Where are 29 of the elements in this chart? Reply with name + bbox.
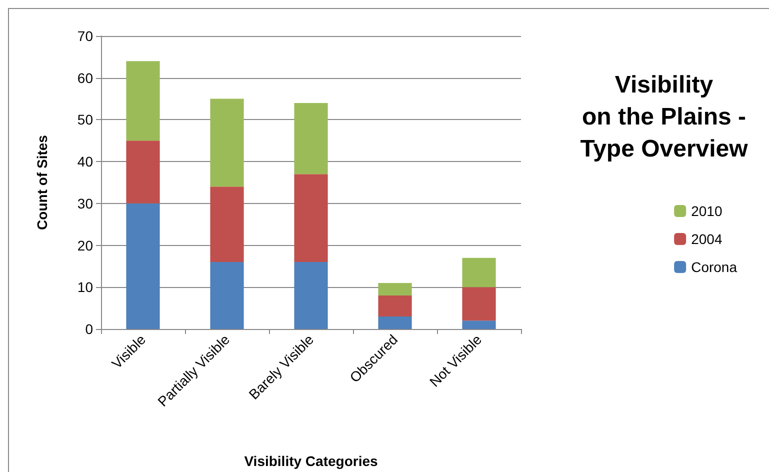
y-axis-title: Count of Sites (34, 134, 50, 230)
y-tick-label: 30 (77, 195, 94, 212)
text: Visibility on the Plains - Type Overview (580, 72, 748, 162)
bar (378, 296, 412, 316)
y-tick-label: 70 (77, 28, 94, 44)
bar (462, 287, 496, 321)
bar (294, 102, 328, 174)
legend-label: 2004 (691, 231, 722, 247)
bar (126, 140, 160, 204)
bar (294, 262, 328, 329)
bar (378, 316, 412, 329)
y-tick-label: 0 (85, 321, 94, 337)
bar (378, 282, 412, 296)
bar (210, 186, 244, 262)
y-tick-label: 20 (77, 237, 94, 254)
y-tick-label: 60 (77, 70, 94, 86)
y-tick-label: 10 (77, 279, 94, 296)
bar (210, 98, 244, 187)
x-axis-title: Visibility Categories (244, 453, 378, 469)
legend-label: Corona (691, 259, 738, 275)
bar (126, 61, 160, 141)
y-tick-label: 40 (77, 154, 94, 170)
bar (126, 203, 160, 329)
bar (462, 258, 496, 288)
y-tick-label: 50 (77, 112, 94, 128)
legend-label: 2010 (691, 203, 722, 219)
bar (210, 262, 244, 329)
bar (294, 174, 328, 262)
bar (462, 320, 496, 329)
